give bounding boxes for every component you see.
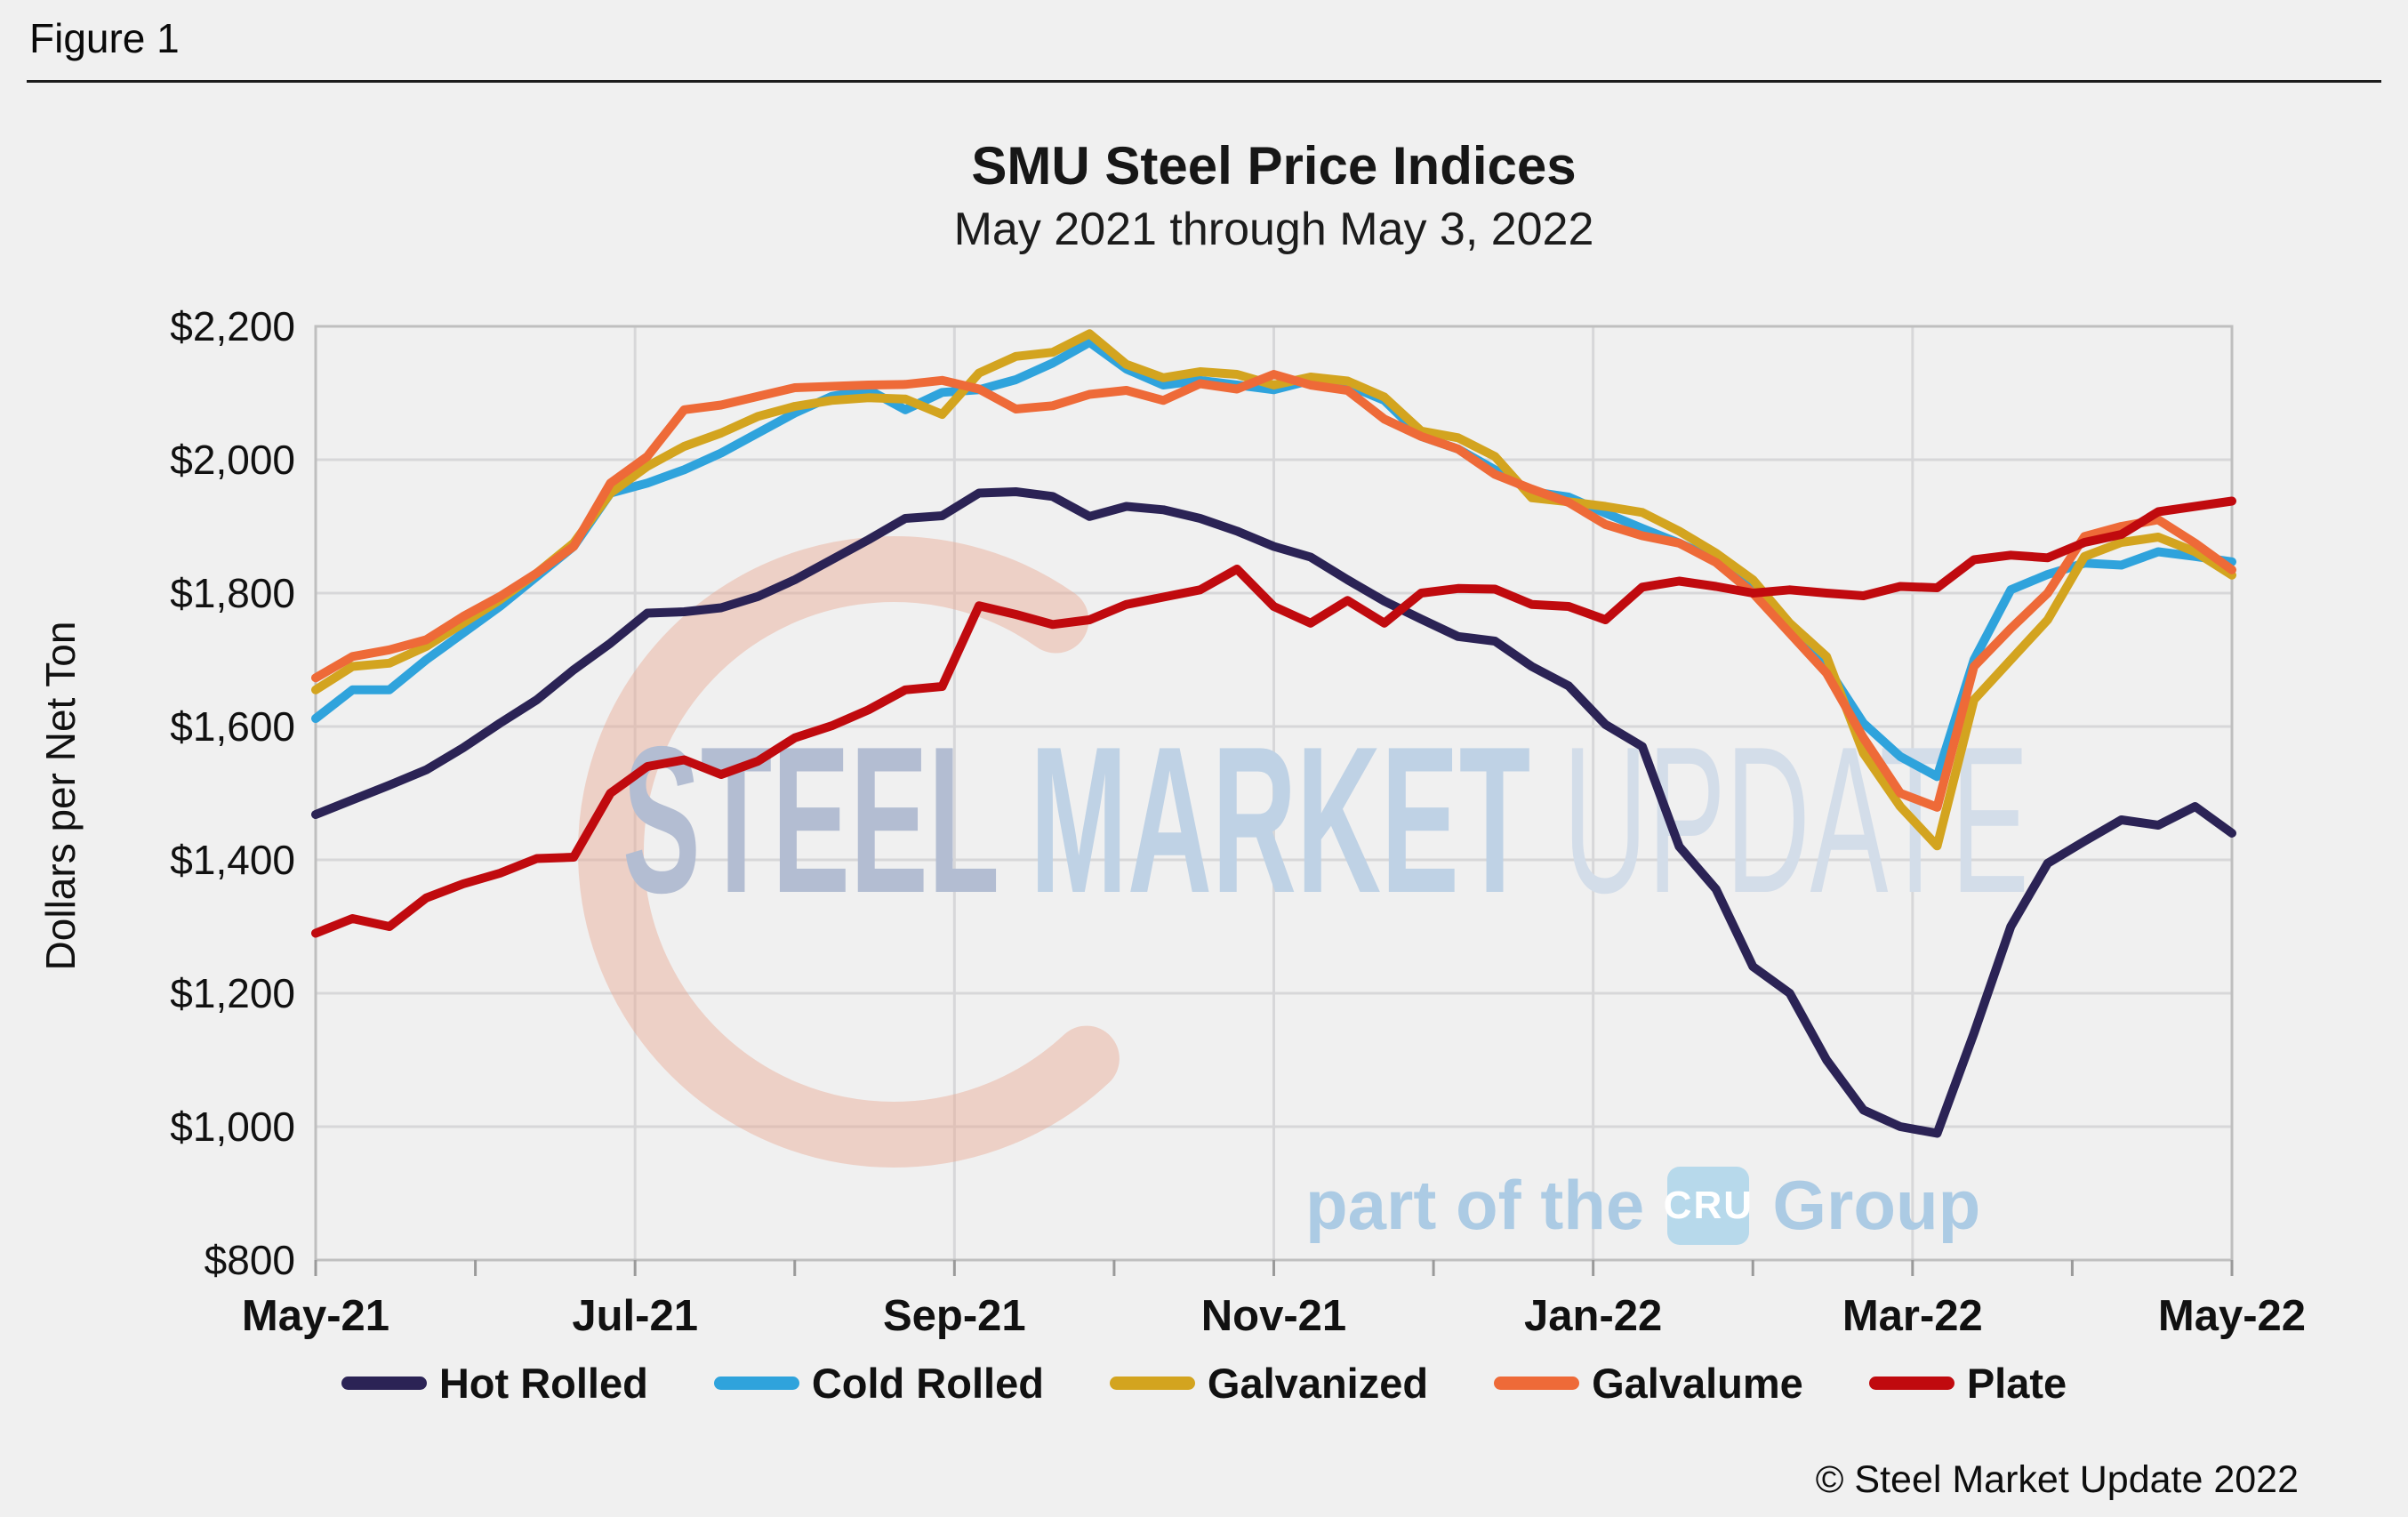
x-tick-label-May-21: May-21	[241, 1292, 390, 1340]
legend-label: Plate	[1966, 1360, 2067, 1407]
y-tick-label-1600: $1,600	[170, 703, 295, 750]
x-tick-label-May-22: May-22	[2157, 1292, 2307, 1340]
legend-swatch-icon	[713, 1377, 799, 1390]
y-tick-label-1200: $1,200	[170, 970, 295, 1016]
series-line-cold-rolled	[311, 338, 2236, 782]
chart-title: SMU Steel Price Indices	[971, 136, 1577, 196]
legend-label: Cold Rolled	[811, 1360, 1044, 1407]
x-tick-label-Mar-22: Mar-22	[1842, 1292, 1983, 1340]
x-tick-label-Jul-21: Jul-21	[572, 1292, 698, 1340]
y-tick-label-1400: $1,400	[170, 837, 295, 883]
series-line-hot-rolled	[311, 487, 2236, 1138]
legend-swatch-icon	[341, 1377, 427, 1390]
series-line-plate	[311, 496, 2236, 938]
series-line-galvalume	[311, 370, 2236, 812]
x-tick-label-Sep-21: Sep-21	[882, 1292, 1026, 1340]
y-tick-label-1000: $1,000	[170, 1104, 295, 1150]
y-tick-label-2200: $2,200	[170, 303, 295, 349]
legend-swatch-icon	[1494, 1377, 1580, 1390]
legend-swatch-icon	[1868, 1377, 1954, 1390]
legend-label: Galvanized	[1207, 1360, 1429, 1407]
legend-label: Galvalume	[1592, 1360, 1803, 1407]
copyright: © Steel Market Update 2022	[1815, 1458, 2299, 1501]
series-line-galvanized	[311, 329, 2236, 851]
figure-label: Figure 1	[29, 15, 180, 61]
y-tick-label-800: $800	[204, 1237, 295, 1283]
chart-subtitle: May 2021 through May 3, 2022	[953, 204, 1594, 255]
legend-item-galvalume: Galvalume	[1494, 1359, 1803, 1408]
legend-item-hot-rolled: Hot Rolled	[341, 1359, 648, 1408]
legend-swatch-icon	[1109, 1377, 1195, 1390]
y-tick-label-1800: $1,800	[170, 570, 295, 616]
x-tick-label-Nov-21: Nov-21	[1200, 1292, 1347, 1340]
legend-label: Hot Rolled	[438, 1360, 648, 1407]
legend-item-galvanized: Galvanized	[1109, 1359, 1429, 1408]
x-tick-label-Jan-22: Jan-22	[1524, 1292, 1663, 1340]
y-tick-label-2000: $2,000	[170, 437, 295, 483]
legend-item-plate: Plate	[1868, 1359, 2067, 1408]
header-rule	[27, 80, 2381, 83]
legend: Hot Rolled Cold Rolled Galvanized Galvalume…	[0, 1359, 2408, 1408]
legend-item-cold-rolled: Cold Rolled	[713, 1359, 1044, 1408]
